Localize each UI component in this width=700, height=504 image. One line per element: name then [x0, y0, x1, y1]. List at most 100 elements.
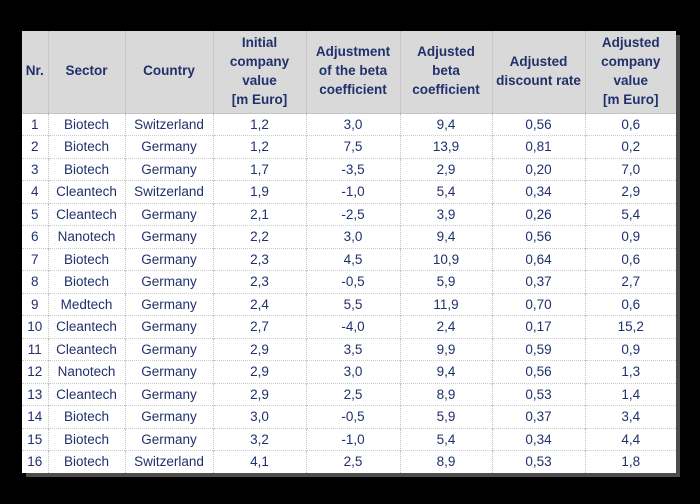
cell-adjusted_beta: 13,9: [399, 135, 492, 158]
cell-nr: 6: [22, 225, 48, 248]
cell-nr: 8: [22, 270, 48, 293]
cell-adjusted_company_value: 3,4: [584, 405, 676, 428]
cell-adjusted_company_value: 1,8: [584, 450, 676, 473]
table-header-row: Nr. Sector Country Initial company value [m…: [22, 31, 676, 114]
cell-adjusted_company_value: 4,4: [584, 427, 676, 451]
cell-adjusted_company_value: 5,4: [584, 202, 676, 226]
column-header-country: Country: [124, 31, 213, 114]
cell-nr: 3: [22, 157, 48, 181]
cell-initial_company_value: 2,9: [212, 360, 306, 383]
cell-adjusted_company_value: 7,0: [584, 157, 676, 181]
cell-adjusted_beta: 2,4: [399, 315, 492, 338]
cell-initial_company_value: 2,4: [212, 292, 306, 316]
cell-sector: Biotech: [47, 247, 125, 271]
cell-adjusted_beta: 10,9: [399, 247, 492, 271]
column-header-adjusted_discount_rate: Adjusted discount rate: [491, 31, 585, 114]
cell-adjusted_discount_rate: 0,53: [491, 450, 585, 473]
cell-beta_adjustment: -1,0: [305, 427, 400, 451]
column-header-beta_adjustment: Adjustment of the beta coefficient: [305, 31, 400, 114]
cell-adjusted_company_value: 1,4: [584, 382, 676, 406]
cell-beta_adjustment: -1,0: [305, 180, 400, 203]
cell-adjusted_discount_rate: 0,53: [491, 382, 585, 406]
cell-adjusted_discount_rate: 0,59: [491, 337, 585, 361]
table-row: 15 Biotech Germany 3,2 -1,0 5,4 0,34 4,4: [22, 427, 676, 451]
cell-initial_company_value: 1,2: [212, 113, 306, 136]
cell-sector: Biotech: [47, 135, 125, 158]
cell-beta_adjustment: 3,0: [305, 225, 400, 248]
cell-adjusted_discount_rate: 0,37: [491, 270, 585, 293]
cell-adjusted_discount_rate: 0,56: [491, 113, 585, 136]
table-row: 16 Biotech Switzerland 4,1 2,5 8,9 0,53 1,8: [22, 450, 676, 473]
cell-initial_company_value: 3,0: [212, 405, 306, 428]
cell-adjusted_discount_rate: 0,64: [491, 247, 585, 271]
cell-sector: Nanotech: [47, 225, 125, 248]
cell-beta_adjustment: 7,5: [305, 135, 400, 158]
cell-adjusted_beta: 5,9: [399, 270, 492, 293]
cell-adjusted_discount_rate: 0,34: [491, 180, 585, 203]
table-row: 2 Biotech Germany 1,2 7,5 13,9 0,81 0,2: [22, 135, 676, 158]
cell-adjusted_discount_rate: 0,37: [491, 405, 585, 428]
companies-table-container: Nr. Sector Country Initial company value [m…: [22, 31, 676, 473]
cell-country: Germany: [124, 337, 213, 361]
cell-nr: 11: [22, 337, 48, 361]
cell-adjusted_discount_rate: 0,34: [491, 427, 585, 451]
table-header: Nr. Sector Country Initial company value [m…: [22, 31, 676, 114]
cell-adjusted_beta: 9,4: [399, 360, 492, 383]
cell-nr: 13: [22, 382, 48, 406]
cell-beta_adjustment: -3,5: [305, 157, 400, 181]
cell-adjusted_company_value: 1,3: [584, 360, 676, 383]
cell-country: Germany: [124, 225, 213, 248]
cell-nr: 1: [22, 113, 48, 136]
cell-country: Germany: [124, 202, 213, 226]
cell-adjusted_beta: 5,4: [399, 427, 492, 451]
cell-sector: Cleantech: [47, 202, 125, 226]
cell-adjusted_beta: 5,9: [399, 405, 492, 428]
cell-adjusted_beta: 9,9: [399, 337, 492, 361]
table-row: 14 Biotech Germany 3,0 -0,5 5,9 0,37 3,4: [22, 405, 676, 428]
cell-nr: 14: [22, 405, 48, 428]
cell-sector: Biotech: [47, 113, 125, 136]
cell-sector: Biotech: [47, 450, 125, 473]
cell-sector: Cleantech: [47, 315, 125, 338]
cell-adjusted_discount_rate: 0,56: [491, 225, 585, 248]
cell-adjusted_beta: 9,4: [399, 225, 492, 248]
cell-nr: 2: [22, 135, 48, 158]
cell-adjusted_beta: 3,9: [399, 202, 492, 226]
cell-adjusted_company_value: 0,6: [584, 292, 676, 316]
cell-sector: Biotech: [47, 157, 125, 181]
cell-initial_company_value: 2,2: [212, 225, 306, 248]
cell-country: Switzerland: [124, 450, 213, 473]
column-header-adjusted_company_value: Adjusted company value [m Euro]: [584, 31, 676, 114]
table-row: 3 Biotech Germany 1,7 -3,5 2,9 0,20 7,0: [22, 157, 676, 181]
column-header-nr: Nr.: [22, 31, 48, 114]
cell-adjusted_company_value: 2,7: [584, 270, 676, 293]
cell-beta_adjustment: 5,5: [305, 292, 400, 316]
cell-sector: Cleantech: [47, 337, 125, 361]
table-row: 12 Nanotech Germany 2,9 3,0 9,4 0,56 1,3: [22, 360, 676, 383]
cell-adjusted_beta: 11,9: [399, 292, 492, 316]
cell-initial_company_value: 2,7: [212, 315, 306, 338]
table-row: 8 Biotech Germany 2,3 -0,5 5,9 0,37 2,7: [22, 270, 676, 293]
cell-initial_company_value: 1,9: [212, 180, 306, 203]
cell-adjusted_discount_rate: 0,17: [491, 315, 585, 338]
cell-sector: Cleantech: [47, 382, 125, 406]
cell-sector: Medtech: [47, 292, 125, 316]
cell-adjusted_company_value: 0,9: [584, 337, 676, 361]
cell-initial_company_value: 4,1: [212, 450, 306, 473]
cell-country: Germany: [124, 405, 213, 428]
cell-adjusted_discount_rate: 0,70: [491, 292, 585, 316]
cell-beta_adjustment: -0,5: [305, 270, 400, 293]
cell-nr: 10: [22, 315, 48, 338]
cell-sector: Nanotech: [47, 360, 125, 383]
cell-nr: 5: [22, 202, 48, 226]
cell-country: Germany: [124, 270, 213, 293]
cell-beta_adjustment: 3,0: [305, 113, 400, 136]
cell-adjusted_beta: 5,4: [399, 180, 492, 203]
cell-beta_adjustment: 3,5: [305, 337, 400, 361]
cell-adjusted_discount_rate: 0,81: [491, 135, 585, 158]
cell-initial_company_value: 2,3: [212, 247, 306, 271]
table-row: 7 Biotech Germany 2,3 4,5 10,9 0,64 0,6: [22, 247, 676, 271]
companies-valuation-table: Nr. Sector Country Initial company value [m…: [22, 31, 676, 473]
cell-nr: 7: [22, 247, 48, 271]
